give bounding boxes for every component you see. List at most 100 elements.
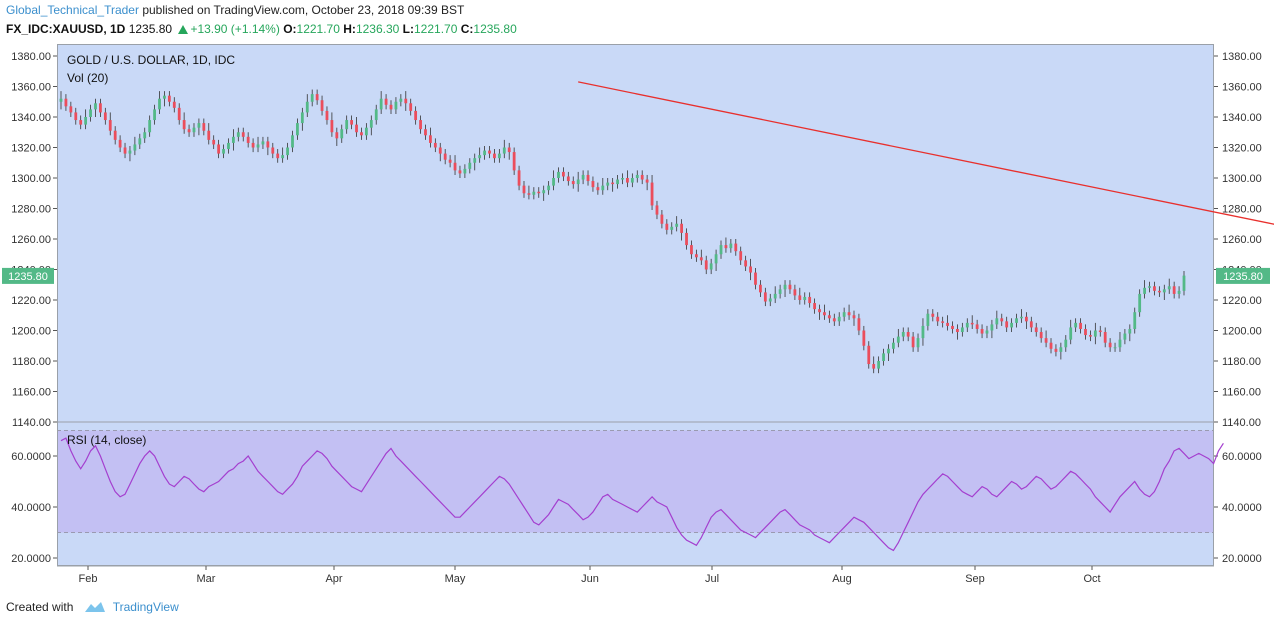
candle [517, 165, 521, 191]
tradingview-link[interactable]: TradingView [112, 600, 179, 614]
x-tick-label: Feb [79, 573, 98, 585]
author-link[interactable]: Global_Technical_Trader [6, 3, 139, 17]
candle-body [975, 324, 979, 329]
rsi-line [60, 437, 1224, 552]
candle-body [571, 181, 575, 185]
candle-body [143, 132, 147, 139]
candle [167, 91, 171, 107]
candle-body [1015, 318, 1018, 323]
candle [266, 136, 270, 156]
candle-body [635, 174, 639, 178]
candle-body [281, 155, 285, 159]
candle-body [763, 292, 767, 302]
candle-body [207, 130, 211, 140]
candle-body [557, 171, 560, 178]
candle [128, 145, 132, 162]
price-tick-label-right: 1160.00 [1222, 387, 1261, 399]
candle-body [133, 144, 137, 151]
candle [601, 178, 605, 195]
candle-body [621, 178, 624, 180]
rsi-label: RSI (14, close) [67, 433, 146, 447]
candle [231, 129, 235, 151]
candle [1049, 338, 1053, 354]
candle [497, 149, 501, 163]
candle [1148, 281, 1151, 293]
candle [650, 174, 654, 211]
candle-body [1039, 332, 1043, 339]
candle-body [532, 191, 536, 195]
candle [320, 95, 324, 116]
high-label: H: [343, 22, 356, 36]
created-with-text: Created with [6, 600, 74, 614]
candle [103, 107, 107, 125]
candle [315, 89, 319, 105]
candle-body [192, 127, 196, 133]
candle-body [463, 168, 467, 174]
candle-body [724, 245, 728, 249]
candle-body [172, 101, 176, 108]
candle [212, 135, 216, 150]
candle-body [197, 123, 201, 128]
candle [512, 147, 516, 175]
candle [960, 322, 964, 337]
candle-body [217, 144, 221, 154]
price-tick-label-left: 1380.00 [11, 51, 51, 63]
candle-body [931, 313, 935, 317]
candle [1143, 280, 1146, 299]
candle [630, 173, 634, 188]
candle [571, 176, 575, 189]
candle [143, 127, 147, 143]
rsi-tick-label-right: 20.0000 [1222, 553, 1262, 565]
last-price-tag-left [2, 267, 54, 284]
candle [877, 356, 881, 374]
candle [532, 187, 536, 200]
candle [276, 149, 280, 163]
candle [941, 316, 945, 328]
candle-body [1153, 286, 1156, 291]
candle [340, 124, 344, 143]
up-arrow-icon [178, 25, 189, 34]
last-price-tag-right [1216, 267, 1270, 284]
candle [251, 138, 255, 153]
candle [488, 145, 491, 159]
candle-body [941, 321, 945, 323]
candle [177, 103, 181, 125]
candle [591, 176, 595, 192]
candle-body [389, 104, 393, 110]
candle-body [606, 182, 610, 186]
candle [832, 313, 836, 326]
candle [1010, 318, 1014, 333]
candle-body [438, 147, 442, 154]
candle-body [478, 155, 482, 159]
candle-body [1005, 321, 1009, 328]
candle [694, 249, 698, 262]
candle-body [798, 295, 802, 300]
candle [522, 181, 526, 198]
candle [616, 174, 619, 189]
candle-body [315, 94, 319, 101]
candle-body [640, 174, 644, 180]
candle-body [458, 170, 462, 174]
candle-body [1182, 275, 1186, 291]
candle [906, 327, 910, 342]
candle-body [611, 182, 615, 185]
candle-body [1049, 342, 1053, 349]
chart-title: GOLD / U.S. DOLLAR, 1D, IDC [67, 53, 235, 67]
candle-body [670, 226, 674, 230]
candle [414, 106, 418, 125]
candle-body [645, 179, 649, 183]
candle-body [345, 120, 349, 130]
candle [763, 287, 767, 307]
candle [744, 255, 748, 272]
candle [1093, 322, 1097, 345]
candle-body [1059, 347, 1063, 352]
candle-body [1084, 328, 1087, 336]
candle-body [660, 214, 664, 224]
published-text: published on TradingView.com, October 23… [142, 3, 465, 17]
candle [433, 138, 437, 153]
candle [305, 94, 309, 117]
candle-body [1034, 327, 1038, 333]
candle-body [108, 120, 112, 131]
candle [123, 142, 127, 159]
